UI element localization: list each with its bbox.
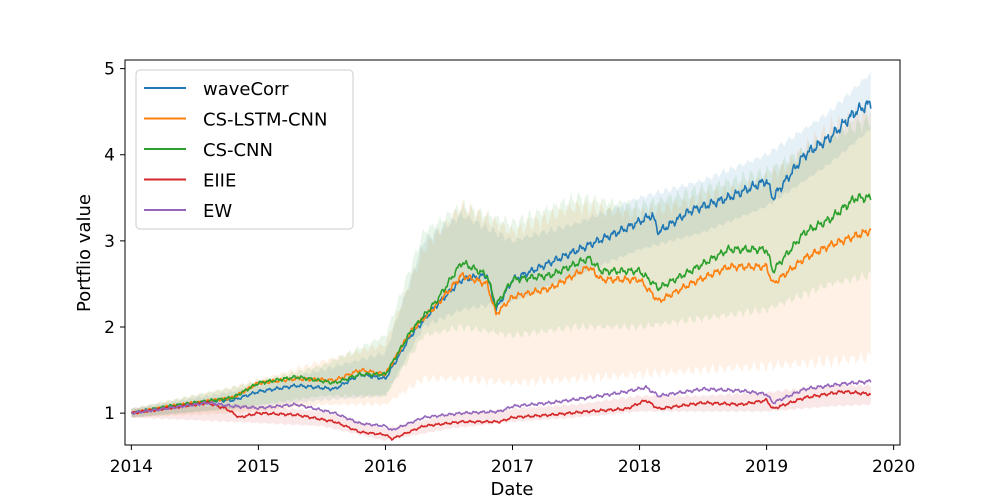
y-tick-label: 2 (104, 318, 115, 338)
legend-label: EIIE (203, 171, 236, 192)
legend-box (135, 69, 354, 230)
y-tick-label: 4 (104, 146, 115, 166)
band-cs-cnn (131, 113, 871, 418)
x-tick-label: 2016 (364, 457, 407, 477)
y-tick-label: 5 (104, 60, 115, 80)
x-axis: 2014 2015 2016 2017 2018 2019 2020 (110, 445, 915, 477)
x-tick-label: 2018 (618, 457, 661, 477)
y-tick-label: 1 (104, 404, 115, 424)
band-wavecorr (131, 71, 871, 418)
x-tick-label: 2014 (110, 457, 153, 477)
confidence-bands (131, 71, 871, 442)
x-tick-label: 2019 (745, 457, 788, 477)
x-axis-label: Date (490, 479, 533, 500)
legend-label: waveCorr (203, 79, 289, 100)
y-axis: 1 2 3 4 5 (104, 60, 125, 424)
y-tick-label: 3 (104, 232, 115, 252)
legend-label: CS-CNN (203, 140, 273, 161)
band-eiie (131, 383, 871, 442)
line-wavecorr (130, 100, 872, 415)
line-cs-cnn (131, 193, 872, 415)
band-cs-lstm-cnn (131, 99, 871, 418)
legend-label: EW (203, 201, 232, 222)
line-ew (130, 379, 872, 431)
x-tick-label: 2020 (872, 457, 915, 477)
x-tick-label: 2017 (491, 457, 534, 477)
legend: waveCorr CS-LSTM-CNN CS-CNN EIIE EW (135, 69, 354, 230)
y-axis-label: Portflio value (74, 194, 95, 312)
series-lines (130, 100, 872, 441)
x-tick-label: 2015 (237, 457, 280, 477)
line-eiie (130, 390, 872, 441)
legend-label: CS-LSTM-CNN (203, 110, 327, 131)
